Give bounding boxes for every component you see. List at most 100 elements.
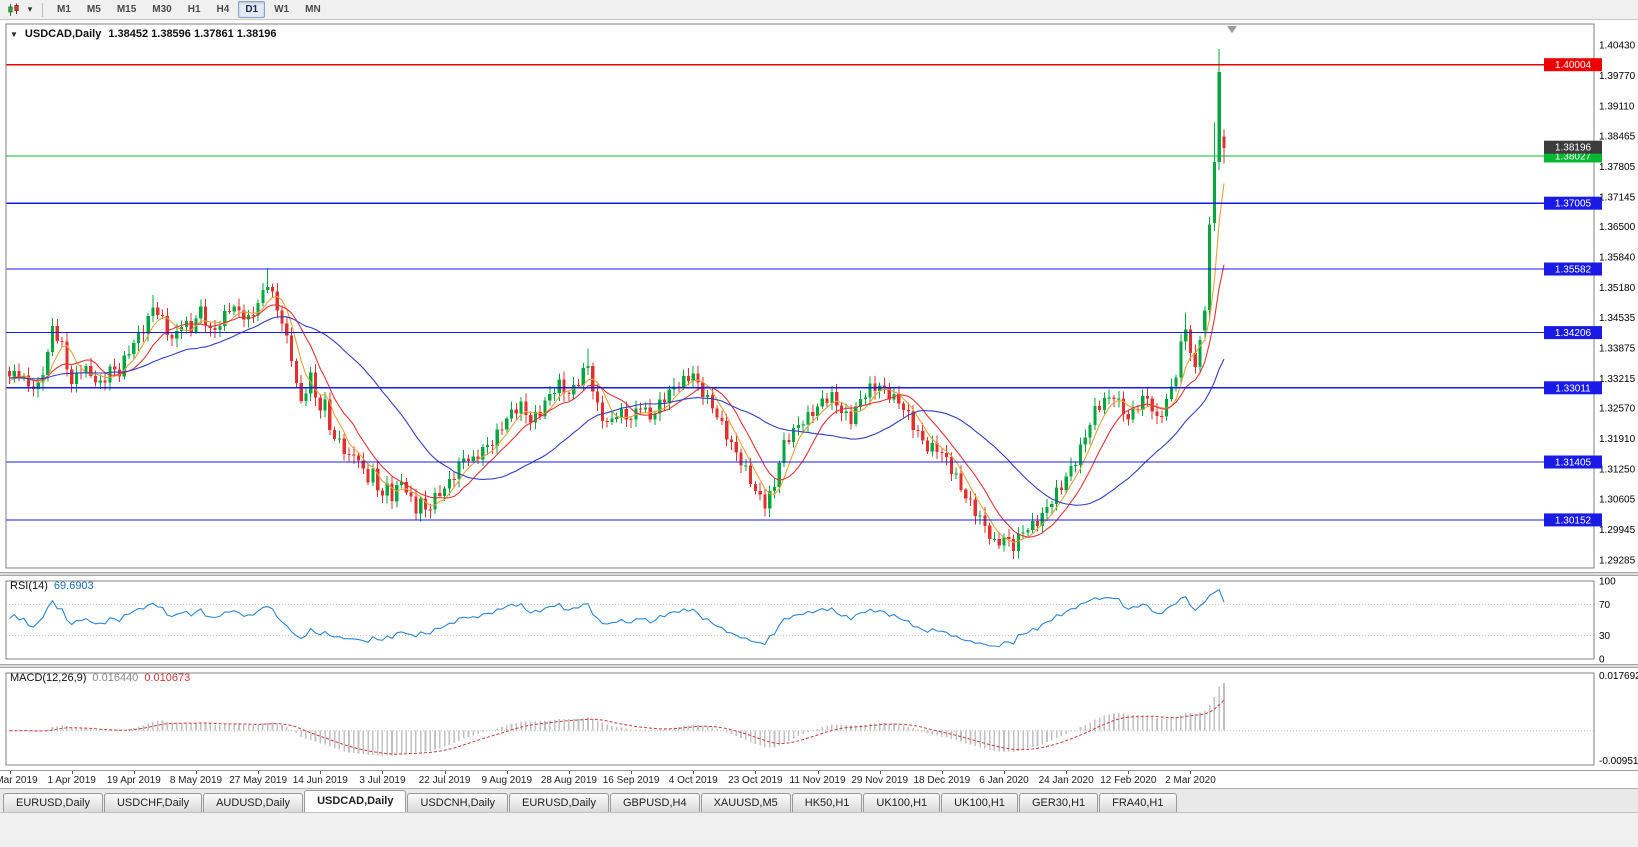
time-axis-tick — [879, 771, 881, 774]
candlestick-series — [7, 49, 1226, 560]
svg-text:1.30605: 1.30605 — [1599, 495, 1636, 506]
time-axis-label: 9 Aug 2019 — [481, 775, 533, 786]
chart-tab-usdcnh-daily-4[interactable]: USDCNH,Daily — [407, 793, 509, 812]
macd-signal-line — [9, 699, 1225, 755]
svg-text:-0.009516: -0.009516 — [1599, 756, 1638, 767]
moving-average-lines — [9, 183, 1225, 543]
time-axis-label: 6 Jan 2020 — [979, 775, 1029, 786]
time-axis-tick — [568, 771, 570, 774]
status-bar — [0, 812, 1638, 847]
svg-text:1.40004: 1.40004 — [1555, 60, 1592, 71]
timeframe-button-w1[interactable]: W1 — [274, 4, 290, 15]
rsi-splitter[interactable] — [0, 572, 1638, 576]
rsi-plot-border — [5, 580, 1595, 660]
time-axis-tick — [817, 771, 819, 774]
rsi-axis[interactable]: 100 70 30 0 — [1599, 577, 1616, 665]
svg-text:70: 70 — [1599, 600, 1611, 611]
macd-splitter[interactable] — [0, 664, 1638, 668]
chart-tab-usdcad-daily-3[interactable]: USDCAD,Daily — [304, 790, 407, 812]
timeframe-button-h4[interactable]: H4 — [216, 4, 230, 15]
timeframe-button-m1[interactable]: M1 — [57, 4, 71, 15]
chart-type-dropdown-icon[interactable]: ▾ — [27, 4, 33, 14]
chart-tab-eurusd-daily-0[interactable]: EURUSD,Daily — [3, 793, 103, 812]
macd-plot-border — [5, 672, 1595, 766]
chart-tab-uk100-h1-9[interactable]: UK100,H1 — [863, 793, 941, 812]
time-axis-tick — [1128, 771, 1130, 774]
timeframe-button-h1[interactable]: H1 — [187, 4, 201, 15]
line-price-label — [1544, 513, 1602, 527]
chart-type-icon[interactable] — [4, 1, 24, 19]
timeframe-button-m15[interactable]: M15 — [116, 4, 137, 15]
rsi-title: RSI(14) 69.6903 — [10, 580, 94, 592]
chart-tab-usdchf-daily-1[interactable]: USDCHF,Daily — [103, 793, 203, 812]
time-axis-tick — [506, 771, 508, 774]
svg-text:100: 100 — [1599, 577, 1616, 588]
svg-text:1.35840: 1.35840 — [1599, 253, 1636, 264]
time-axis-tick — [382, 771, 384, 774]
timeframe-button-d1[interactable]: D1 — [238, 1, 266, 18]
line-price-label — [1544, 381, 1602, 395]
macd-signal-value: 0.010673 — [144, 672, 191, 684]
current-price-label: 1.38196 — [1555, 143, 1592, 154]
chart-tab-ger30-h1-11[interactable]: GER30,H1 — [1018, 793, 1099, 812]
time-axis-label: 18 Dec 2019 — [913, 775, 971, 786]
macd-axis[interactable]: 0.017692 -0.009516 — [1599, 671, 1638, 767]
macd-histogram — [8, 683, 1225, 756]
macd-panel: 0.017692 -0.009516 MACD(12,26,9) 0.016440… — [0, 668, 1638, 770]
rsi-line — [9, 588, 1225, 648]
timeframe-button-mn[interactable]: MN — [305, 4, 321, 15]
time-axis-tick — [195, 771, 197, 774]
timeframe-button-m30[interactable]: M30 — [152, 4, 172, 15]
svg-text:1.35180: 1.35180 — [1599, 283, 1636, 294]
time-axis-tick — [941, 771, 943, 774]
chart-tab-fra40-h1-12[interactable]: FRA40,H1 — [1099, 793, 1177, 812]
time-axis[interactable]: 13 Mar 2019 1 Apr 2019 19 Apr 2019 8 May 20… — [0, 770, 1638, 788]
rsi-value: 69.6903 — [53, 580, 94, 592]
chart-tab-gbpusd-h4-6[interactable]: GBPUSD,H4 — [610, 793, 700, 812]
macd-name: MACD(12,26,9) — [10, 672, 87, 684]
chart-tab-eurusd-daily-5[interactable]: EURUSD,Daily — [509, 793, 609, 812]
time-axis-tick — [1066, 771, 1068, 774]
time-axis-label: 28 Aug 2019 — [540, 775, 597, 786]
ma-line-10 — [9, 264, 1225, 538]
chart-tab-hk50-h1-8[interactable]: HK50,H1 — [791, 793, 863, 812]
svg-text:1.33215: 1.33215 — [1599, 374, 1636, 385]
time-axis-label: 12 Feb 2020 — [1100, 775, 1157, 786]
svg-text:1.34535: 1.34535 — [1599, 313, 1636, 324]
ma-line-30 — [9, 316, 1225, 506]
svg-text:1.29945: 1.29945 — [1599, 525, 1636, 536]
chart-tab-audusd-daily-2[interactable]: AUDUSD,Daily — [203, 793, 304, 812]
time-axis-tick — [258, 771, 260, 774]
timeframe-button-m5[interactable]: M5 — [86, 4, 101, 15]
svg-text:1.37005: 1.37005 — [1555, 199, 1592, 210]
svg-text:1.37805: 1.37805 — [1599, 162, 1636, 173]
svg-text:1.39110: 1.39110 — [1599, 102, 1635, 113]
time-axis-tick — [9, 771, 11, 774]
svg-text:1.36500: 1.36500 — [1599, 222, 1636, 233]
time-axis-label: 19 Apr 2019 — [106, 775, 161, 786]
horizontal-lines[interactable] — [6, 64, 1594, 521]
price-axis[interactable]: 1.40430 1.39770 1.39110 1.38465 1.37805 1.371… — [1544, 41, 1636, 567]
macd-canvas[interactable]: 0.017692 -0.009516 — [0, 668, 1638, 770]
chart-tab-uk100-h1-10[interactable]: UK100,H1 — [941, 793, 1018, 812]
chart-shift-marker[interactable] — [1227, 26, 1237, 33]
chart-window[interactable]: 1.40430 1.39770 1.39110 1.38465 1.37805 1.371… — [0, 20, 1638, 572]
timeframe-buttons: M1 M5 M15 M30 H1 H4 D1 W1 MN — [49, 1, 329, 18]
time-axis-tick — [1004, 771, 1005, 774]
chart-tabs-bar: EURUSD,Daily USDCHF,Daily AUDUSD,Daily USDC… — [0, 788, 1638, 812]
main-chart-canvas[interactable]: 1.40430 1.39770 1.39110 1.38465 1.37805 1.371… — [0, 20, 1638, 572]
time-axis-label: 2 Mar 2020 — [1165, 775, 1216, 786]
time-axis-label: 29 Nov 2019 — [851, 775, 909, 786]
time-axis-label: 22 Jul 2019 — [418, 775, 471, 786]
time-axis-tick — [444, 771, 446, 774]
chart-tab-xauusd-m5-7[interactable]: XAUUSD,M5 — [700, 793, 791, 812]
svg-text:1.38465: 1.38465 — [1599, 131, 1636, 142]
macd-title: MACD(12,26,9) 0.016440 0.010673 — [10, 672, 190, 684]
time-axis-label: 13 Mar 2019 — [0, 775, 38, 786]
chart-symbol-period: USDCAD,Daily — [24, 28, 102, 40]
svg-text:1.33875: 1.33875 — [1599, 343, 1636, 354]
rsi-canvas[interactable]: 100 70 30 0 — [0, 576, 1638, 664]
collapse-arrow-icon[interactable]: ▼ — [10, 29, 18, 39]
svg-text:1.31405: 1.31405 — [1555, 458, 1592, 469]
time-axis-label: 24 Jan 2020 — [1038, 775, 1094, 786]
